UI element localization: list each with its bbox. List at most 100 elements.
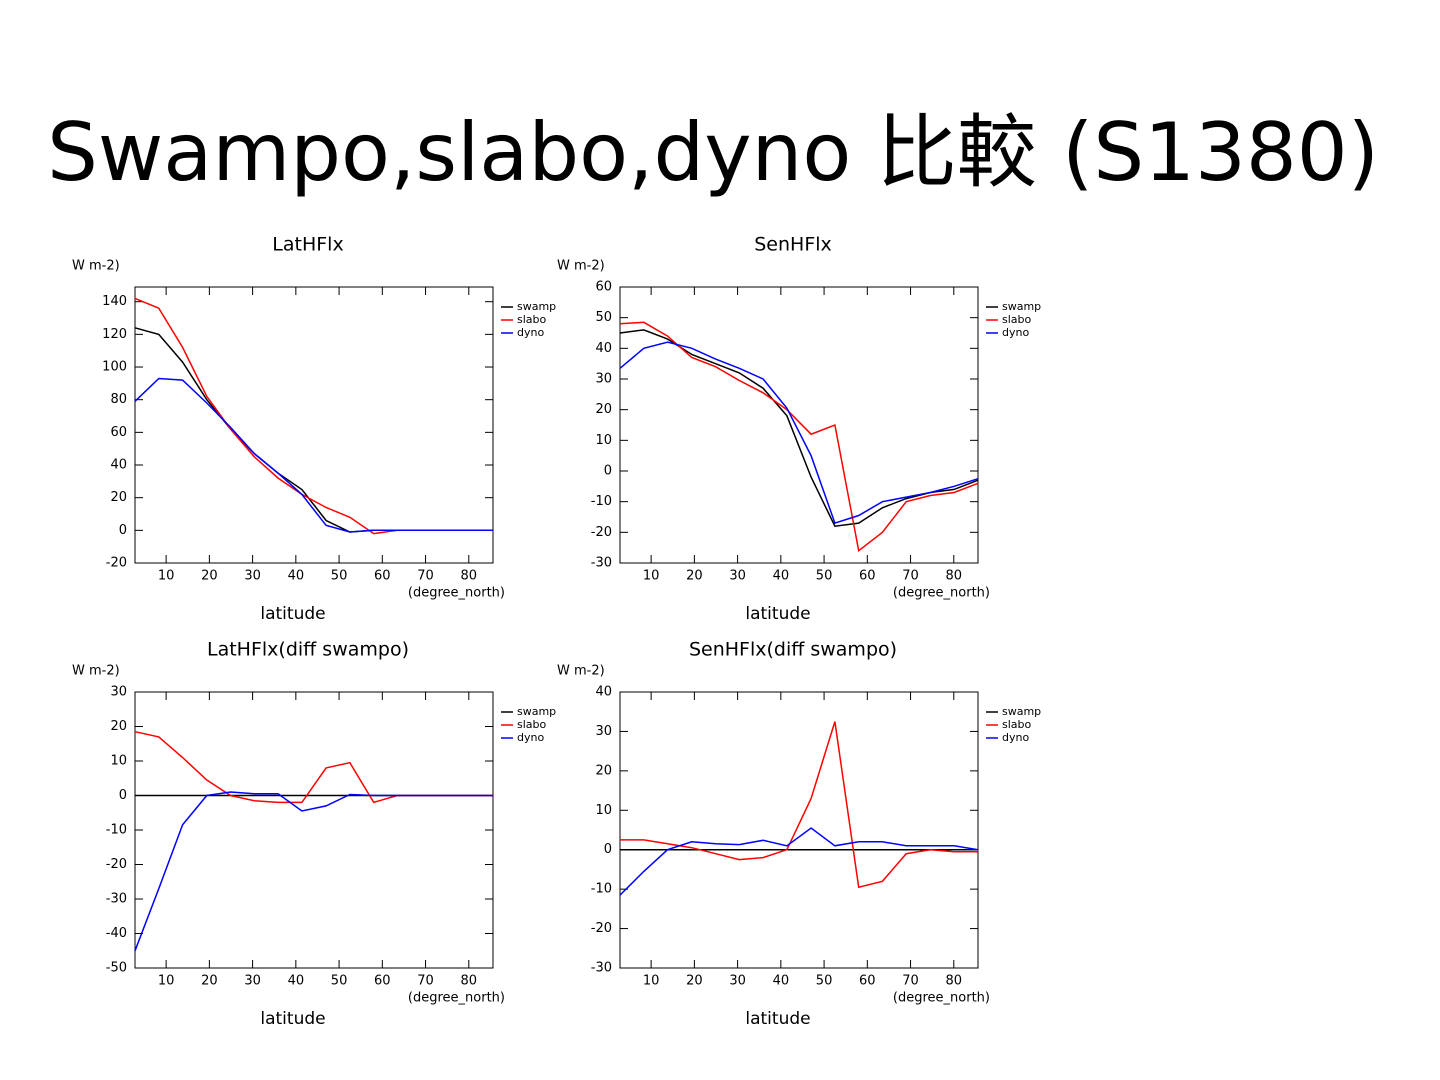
- y-tick-label: 20: [110, 490, 127, 505]
- legend-label: slabo: [1002, 718, 1032, 731]
- x-tick-label: 20: [201, 569, 218, 584]
- x-unit: (degree_north): [408, 586, 505, 601]
- x-tick-label: 70: [417, 974, 434, 989]
- legend-label: slabo: [517, 313, 547, 326]
- x-tick-label: 50: [816, 569, 833, 584]
- legend-label: swamp: [1002, 300, 1041, 313]
- x-tick-label: 80: [461, 974, 478, 989]
- chart-title: LatHFlx(diff swampo): [207, 639, 409, 661]
- y-tick-label: 10: [110, 754, 127, 769]
- x-tick-label: 60: [859, 974, 876, 989]
- x-tick-label: 10: [643, 569, 660, 584]
- y-tick-label: 20: [110, 719, 127, 734]
- x-tick-label: 10: [158, 974, 175, 989]
- y-tick-label: 20: [595, 763, 612, 778]
- chart-title: SenHFlx(diff swampo): [689, 639, 897, 661]
- x-label: latitude: [260, 1009, 325, 1029]
- legend-label: dyno: [517, 326, 544, 339]
- x-tick-label: 30: [244, 974, 261, 989]
- x-tick-label: 80: [461, 569, 478, 584]
- y-tick-label: 10: [595, 433, 612, 448]
- plot-frame: [134, 286, 494, 564]
- y-tick-label: 120: [102, 327, 127, 342]
- x-tick-label: 40: [288, 569, 305, 584]
- x-tick-label: 20: [201, 974, 218, 989]
- y-tick-label: -20: [591, 525, 612, 540]
- y-tick-label: 40: [595, 685, 612, 700]
- y-tick-label: 40: [595, 341, 612, 356]
- x-tick-label: 80: [946, 569, 963, 584]
- x-unit: (degree_north): [893, 991, 990, 1006]
- x-label: latitude: [260, 604, 325, 624]
- series-line: [134, 377, 493, 533]
- y-tick-label: 30: [110, 685, 127, 700]
- legend-label: swamp: [517, 300, 556, 313]
- y-tick-label: 80: [110, 392, 127, 407]
- y-tick-label: -20: [106, 857, 127, 872]
- series-line: [134, 297, 493, 535]
- x-tick-label: 30: [729, 974, 746, 989]
- x-tick-label: 50: [331, 974, 348, 989]
- x-tick-label: 60: [859, 569, 876, 584]
- series-line: [619, 321, 979, 553]
- y-tick-label: 50: [595, 310, 612, 325]
- y-tick-label: 20: [595, 402, 612, 417]
- x-tick-label: 50: [816, 974, 833, 989]
- y-tick-label: 40: [110, 458, 127, 473]
- y-unit: W m-2): [557, 664, 605, 679]
- legend-label: dyno: [1002, 326, 1029, 339]
- series-line: [619, 827, 979, 896]
- x-tick-label: 60: [374, 974, 391, 989]
- y-tick-label: 60: [110, 425, 127, 440]
- y-tick-label: -10: [106, 823, 127, 838]
- x-tick-label: 10: [158, 569, 175, 584]
- x-tick-label: 40: [773, 974, 790, 989]
- legend-label: swamp: [1002, 705, 1041, 718]
- x-tick-label: 10: [643, 974, 660, 989]
- x-tick-label: 30: [244, 569, 261, 584]
- x-tick-label: 40: [773, 569, 790, 584]
- x-tick-label: 30: [729, 569, 746, 584]
- y-tick-label: 0: [119, 523, 127, 538]
- y-tick-label: 30: [595, 372, 612, 387]
- legend-label: slabo: [517, 718, 547, 731]
- y-tick-label: -30: [106, 892, 127, 907]
- x-tick-label: 70: [902, 569, 919, 584]
- x-tick-label: 20: [686, 974, 703, 989]
- x-tick-label: 60: [374, 569, 391, 584]
- series-line: [620, 721, 978, 889]
- x-unit: (degree_north): [893, 586, 990, 601]
- series-line: [134, 791, 493, 952]
- series-line: [619, 341, 979, 525]
- x-tick-label: 50: [331, 569, 348, 584]
- legend-label: swamp: [517, 705, 556, 718]
- x-unit: (degree_north): [408, 991, 505, 1006]
- legend-label: dyno: [517, 731, 544, 744]
- y-unit: W m-2): [72, 664, 120, 679]
- plot-frame: [134, 691, 494, 969]
- legend-label: dyno: [1002, 731, 1029, 744]
- y-tick-label: 0: [604, 842, 612, 857]
- y-tick-label: -30: [591, 961, 612, 976]
- x-tick-label: 80: [946, 974, 963, 989]
- x-tick-label: 70: [417, 569, 434, 584]
- x-label: latitude: [745, 1009, 810, 1029]
- y-tick-label: 10: [595, 803, 612, 818]
- slide-title: Swampo,slabo,dyno 比較 (S1380): [47, 106, 1379, 199]
- y-tick-label: -10: [591, 882, 612, 897]
- y-tick-label: 60: [595, 280, 612, 295]
- y-tick-label: -30: [591, 556, 612, 571]
- chart-title: LatHFlx: [272, 234, 343, 256]
- y-tick-label: 140: [102, 294, 127, 309]
- y-tick-label: -40: [106, 926, 127, 941]
- x-tick-label: 20: [686, 569, 703, 584]
- y-tick-label: -50: [106, 961, 127, 976]
- y-tick-label: 100: [102, 360, 127, 375]
- plot-frame: [619, 691, 979, 969]
- y-tick-label: -20: [591, 921, 612, 936]
- chart-title: SenHFlx: [754, 234, 832, 256]
- y-tick-label: 30: [595, 724, 612, 739]
- y-unit: W m-2): [72, 259, 120, 274]
- legend-label: slabo: [1002, 313, 1032, 326]
